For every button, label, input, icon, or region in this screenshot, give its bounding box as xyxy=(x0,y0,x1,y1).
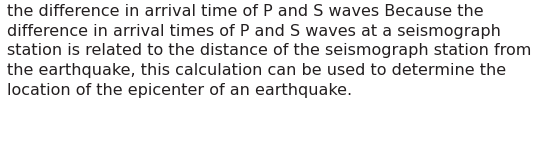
Text: the difference in arrival time of P and S waves Because the
difference in arriva: the difference in arrival time of P and … xyxy=(7,4,532,98)
